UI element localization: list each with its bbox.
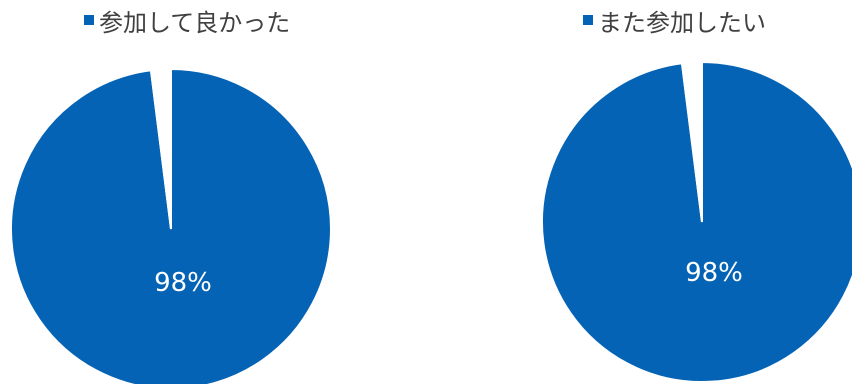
legend-marker-2 <box>583 15 593 25</box>
pie-slice-2-1 <box>540 60 852 383</box>
legend-label-2: また参加したい <box>598 9 766 37</box>
pie-chart-1: 参加して良かった 98% <box>9 9 332 384</box>
pie-chart-2: また参加したい 98% <box>540 9 852 383</box>
data-label-1: 98% <box>154 268 212 298</box>
pie-slice-1-2 <box>149 67 172 230</box>
pie-slice-1-1 <box>9 67 332 384</box>
pie-slice-2-2 <box>680 60 703 223</box>
data-label-2: 98% <box>685 258 743 288</box>
pie-slices-2 <box>540 60 852 383</box>
pie-slices-1 <box>9 67 332 384</box>
legend-label-1: 参加して良かった <box>99 9 290 37</box>
legend-marker-1 <box>84 15 94 25</box>
